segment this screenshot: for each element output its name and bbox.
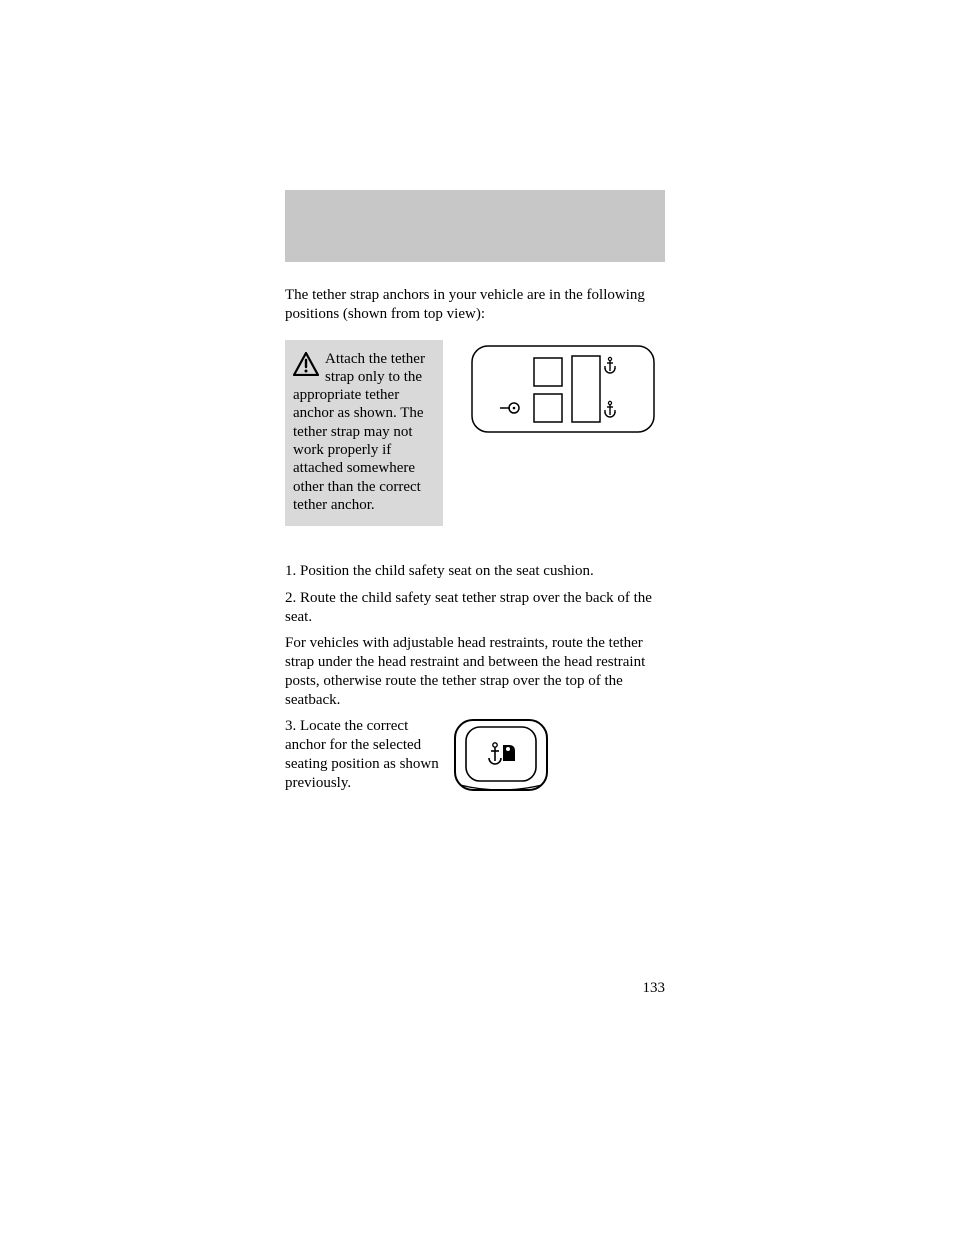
anchor-icon [605, 401, 615, 417]
anchor-tether-icon [489, 743, 515, 764]
anchor-cover-diagram [452, 717, 550, 798]
page-number: 133 [285, 980, 665, 997]
top-view-diagram [461, 340, 665, 527]
warning-callout: Attach the tether strap only to the appr… [285, 340, 443, 527]
warning-triangle-icon [293, 352, 319, 381]
page-content: The tether strap anchors in your vehicle… [285, 190, 665, 798]
anchor-icon [605, 357, 615, 373]
warning-and-diagram-row: Attach the tether strap only to the appr… [285, 340, 665, 527]
step-3: 3. Locate the correct anchor for the sel… [285, 717, 440, 792]
step-1: 1. Position the child safety seat on the… [285, 562, 665, 581]
section-header-bar [285, 190, 665, 262]
step-3-row: 3. Locate the correct anchor for the sel… [285, 717, 665, 798]
step-2: 2. Route the child safety seat tether st… [285, 589, 665, 627]
head-restraint-note: For vehicles with adjustable head restra… [285, 634, 665, 709]
intro-paragraph: The tether strap anchors in your vehicle… [285, 286, 665, 324]
